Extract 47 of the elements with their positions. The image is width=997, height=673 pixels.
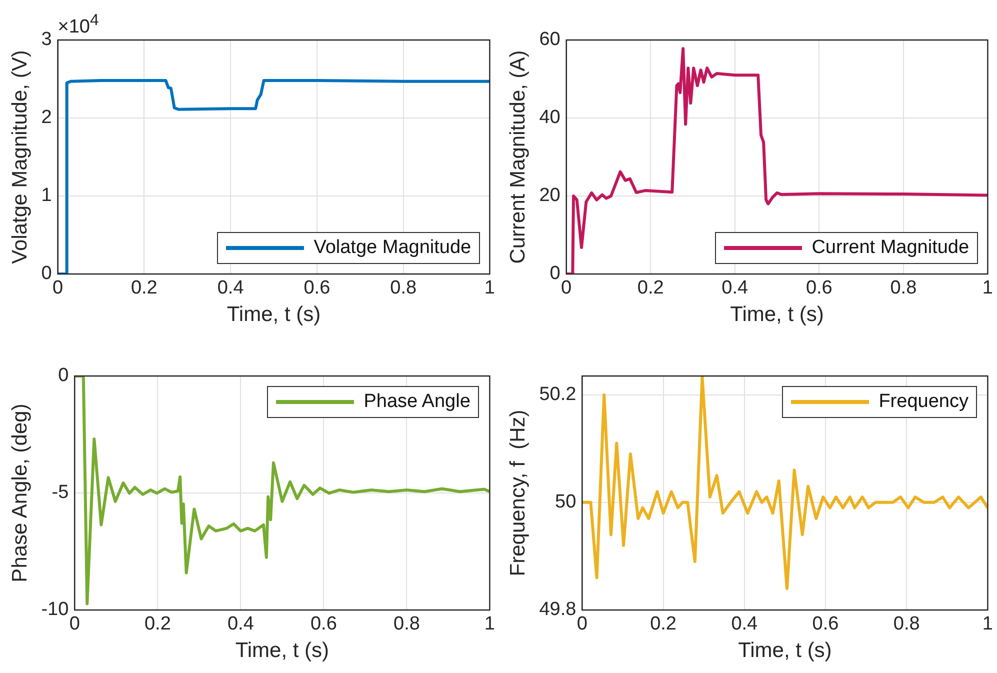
y-tick-label: 49.8 xyxy=(539,599,576,620)
legend-label: Phase Angle xyxy=(364,391,470,413)
x-tick-label: 0.2 xyxy=(650,614,676,635)
y-tick-label: 0 xyxy=(58,365,69,386)
x-tick-label: 1 xyxy=(484,278,496,299)
x-tick-label: 0.8 xyxy=(890,278,917,299)
y-tick-label: 50.2 xyxy=(539,384,576,406)
x-tick-label: 0.6 xyxy=(806,278,832,299)
legend-label: Current Magnitude xyxy=(812,237,970,259)
x-tick-label: 0.4 xyxy=(217,278,244,299)
x-tick-label: 0.4 xyxy=(227,614,254,635)
y-tick-label: 0 xyxy=(41,263,52,284)
y-tick-label: -5 xyxy=(52,482,69,504)
y-tick-label: 40 xyxy=(539,107,560,128)
x-tick-label: 0.8 xyxy=(893,614,920,635)
y-tick-label: -10 xyxy=(41,599,69,620)
x-tick-label: 0.6 xyxy=(310,614,337,635)
x-tick-label: 0.2 xyxy=(637,278,664,299)
x-tick-label: 1 xyxy=(982,278,994,299)
text: ×10$^{4}$ xyxy=(58,12,99,38)
x-tick-label: 1 xyxy=(982,614,994,635)
x-axis-title: Time, t (s) xyxy=(235,639,330,662)
y-tick-label: 60 xyxy=(539,29,560,50)
y-tick-label: 0 xyxy=(550,263,560,284)
legend-label: Frequency xyxy=(878,391,968,413)
x-tick-label: 0.4 xyxy=(731,614,758,635)
y-tick-label: 1 xyxy=(41,185,52,206)
x-tick-label: 0.2 xyxy=(144,614,171,635)
legend-label: Volatge Magnitude xyxy=(314,237,472,259)
y-axis-title: Phase Angle, (deg) xyxy=(8,404,32,582)
x-axis-title: Time, t (s) xyxy=(226,303,321,326)
x-axis-title: Time, t (s) xyxy=(730,303,824,326)
x-tick-label: 0.8 xyxy=(393,614,420,635)
x-tick-label: 0.4 xyxy=(722,278,749,299)
y-axis-title: Volatge Magnitude, (V) xyxy=(8,50,32,264)
x-tick-label: 0.6 xyxy=(304,278,330,299)
y-tick-label: 3 xyxy=(41,29,52,50)
y-axis-title: Current Magnitude, (A) xyxy=(506,50,530,264)
y-tick-label: 50 xyxy=(555,492,576,513)
x-tick-label: 0.8 xyxy=(390,278,417,299)
x-axis-title: Time, t (s) xyxy=(738,639,832,662)
x-tick-label: 0.6 xyxy=(812,614,839,635)
x-tick-label: 0.2 xyxy=(130,278,158,299)
x-tick-label: 1 xyxy=(484,614,496,635)
y-axis-title: Frequency, f (Hz) xyxy=(506,410,530,576)
y-tick-label: 2 xyxy=(41,107,52,128)
y-tick-label: 20 xyxy=(539,185,560,206)
